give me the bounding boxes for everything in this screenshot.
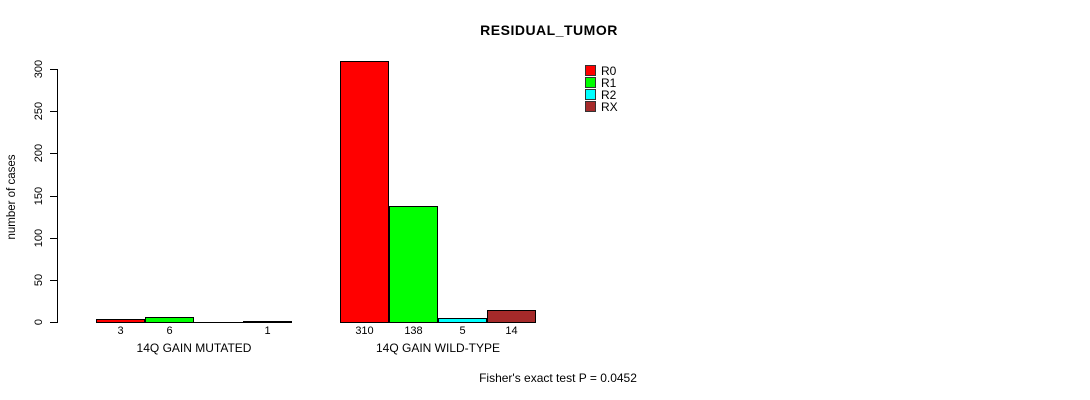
bar-r2-group1: [438, 318, 487, 323]
bar-value-label: 138: [404, 325, 423, 337]
y-tick: [50, 322, 57, 323]
bar-r0-group1: [340, 61, 389, 323]
y-tick: [50, 280, 57, 281]
y-tick-label: 250: [33, 101, 45, 121]
category-label: 14Q GAIN MUTATED: [136, 341, 252, 355]
bar-value-label: 6: [166, 325, 173, 337]
bar-r1-group1: [389, 206, 438, 323]
y-tick-label: 100: [33, 228, 45, 248]
legend-swatch-r0: [585, 65, 596, 76]
legend-swatch-r1: [585, 77, 596, 88]
y-tick-label: 150: [33, 186, 45, 206]
legend-label-r2: R2: [601, 88, 617, 102]
y-tick: [50, 153, 57, 154]
bar-value-label: 5: [459, 325, 466, 337]
legend-swatch-r2: [585, 89, 596, 100]
legend-label-rx: RX: [601, 100, 618, 114]
bar-value-label: 3: [117, 325, 124, 337]
bar-r1-group0: [145, 317, 194, 323]
bar-value-label: 14: [505, 325, 518, 337]
y-tick: [50, 111, 57, 112]
bar-value-label: 310: [355, 325, 374, 337]
group-baseline: [96, 322, 292, 323]
bar-r0-group0: [96, 319, 145, 323]
legend-label-r1: R1: [601, 76, 617, 90]
y-tick-label: 300: [33, 59, 45, 79]
y-tick-label: 0: [33, 318, 45, 326]
y-tick-label: 50: [33, 273, 45, 287]
category-label: 14Q GAIN WILD-TYPE: [375, 341, 501, 355]
y-tick: [50, 196, 57, 197]
y-tick: [50, 238, 57, 239]
y-axis-title: number of cases: [6, 154, 18, 240]
bar-rx-group1: [487, 310, 536, 323]
bar-value-label: 1: [264, 325, 271, 337]
chart-title: RESIDUAL_TUMOR: [480, 22, 618, 38]
bar-rx-group0: [243, 321, 292, 323]
y-axis-line: [57, 69, 58, 323]
fisher-test-annotation: Fisher's exact test P = 0.0452: [479, 371, 637, 385]
y-tick-label: 200: [33, 143, 45, 163]
legend-label-r0: R0: [601, 64, 617, 78]
y-tick: [50, 69, 57, 70]
legend-swatch-rx: [585, 101, 596, 112]
